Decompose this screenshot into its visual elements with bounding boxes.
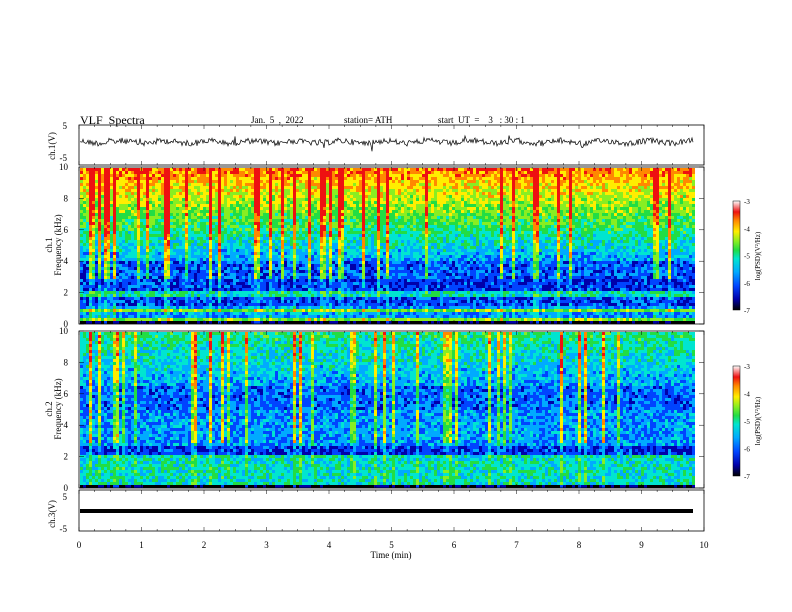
y-tick-label: 8: [64, 357, 69, 367]
ch1-spectrogram-ylabel: Frequency (kHz): [53, 214, 63, 275]
x-tick-label: 5: [389, 540, 394, 550]
ch1-colorbar: [732, 200, 741, 311]
y-tick-label: 6: [64, 389, 69, 399]
colorbar-tick-label: -4: [744, 225, 750, 233]
colorbar-tick-label: -3: [744, 198, 750, 206]
y-tick-label: 4: [64, 420, 69, 430]
colorbar-tick-label: -3: [744, 363, 750, 371]
x-tick-label: 10: [700, 540, 710, 550]
x-tick-label: 2: [202, 540, 207, 550]
ch2-spectrogram-ylabel-channel: ch.2: [44, 401, 54, 416]
y-tick-label: 0: [64, 319, 69, 329]
x-tick-label: 9: [639, 540, 644, 550]
colorbar-tick-label: -6: [744, 280, 750, 288]
y-tick-label: 2: [64, 288, 69, 298]
x-axis-label: Time (min): [371, 550, 412, 560]
x-tick-label: 3: [264, 540, 269, 550]
ch1-ytick-top: 5: [63, 121, 68, 131]
ch1-waveform-line: [80, 134, 694, 152]
ch1-spectrogram-yticks: 0 2 4 6 8 10: [59, 162, 704, 329]
ch3-ytick-top: 5: [63, 492, 68, 502]
ch3-waveform-ylabel: ch.3(V): [47, 500, 57, 528]
colorbar-tick-label: -4: [744, 391, 750, 399]
ch1-waveform-panel: [78, 124, 705, 166]
y-tick-label: 6: [64, 225, 69, 235]
station-label: station= ATH: [344, 115, 392, 125]
ch1-colorbar-label: log(PSD)(V²/Hz): [754, 231, 762, 280]
y-tick-label: 2: [64, 452, 69, 462]
colorbar-tick-label: -5: [744, 253, 750, 261]
date-label: Jan. 5 , 2022: [251, 115, 304, 125]
x-tick-label: 0: [77, 540, 82, 550]
y-tick-label: 8: [64, 193, 69, 203]
ch2-colorbar: [732, 365, 741, 477]
x-tick-label: 1: [139, 540, 144, 550]
ch1-spectrogram-ylabel-channel: ch.1: [44, 237, 54, 252]
ch3-waveform-line: [80, 509, 693, 513]
start-time-label: start UT = 3 : 30 : 1: [438, 115, 525, 125]
ch2-spectrogram-yticks: 0 2 4 6 8 10: [59, 326, 704, 493]
y-tick-label: 10: [59, 326, 69, 336]
x-tick-label: 8: [577, 540, 582, 550]
x-tick-label: 6: [452, 540, 457, 550]
colorbar-tick-label: -7: [744, 307, 750, 315]
x-tick-label: 7: [514, 540, 519, 550]
colorbar-tick-label: -7: [744, 473, 750, 481]
ch1-colorbar-ticks: -3 -4 -5 -6 -7: [744, 198, 750, 315]
y-tick-label: 4: [64, 256, 69, 266]
ch2-spectrogram-ylabel: Frequency (kHz): [53, 378, 63, 439]
x-axis-ticklabels: 0 1 2 3 4 5 6 7 8 9 10: [77, 540, 709, 550]
ch3-ytick-bottom: -5: [60, 524, 68, 534]
y-tick-label: 0: [64, 483, 69, 493]
x-tick-label: 4: [327, 540, 332, 550]
figure-title: VLF Spectra: [80, 113, 145, 128]
y-tick-label: 10: [59, 162, 69, 172]
ch1-spectrogram: [80, 168, 695, 324]
ch1-waveform-ylabel: ch.1(V): [47, 132, 57, 160]
ch2-colorbar-label: log(PSD)(V²/Hz): [754, 396, 762, 445]
ch2-spectrogram: [80, 332, 695, 488]
colorbar-tick-label: -5: [744, 418, 750, 426]
colorbar-tick-label: -6: [744, 446, 750, 454]
ch2-colorbar-ticks: -3 -4 -5 -6 -7: [744, 363, 750, 481]
ch1-ytick-bottom: -5: [60, 153, 68, 163]
axis-ticks: [78, 125, 705, 531]
